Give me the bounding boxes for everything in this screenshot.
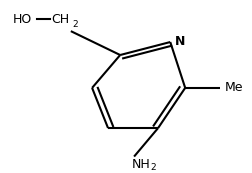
Text: 2: 2 — [72, 20, 78, 29]
Text: 2: 2 — [150, 163, 155, 172]
Text: N: N — [175, 35, 185, 48]
Text: Me: Me — [224, 80, 242, 94]
Text: CH: CH — [51, 13, 69, 26]
Text: HO: HO — [13, 13, 32, 26]
Text: NH: NH — [131, 158, 150, 171]
